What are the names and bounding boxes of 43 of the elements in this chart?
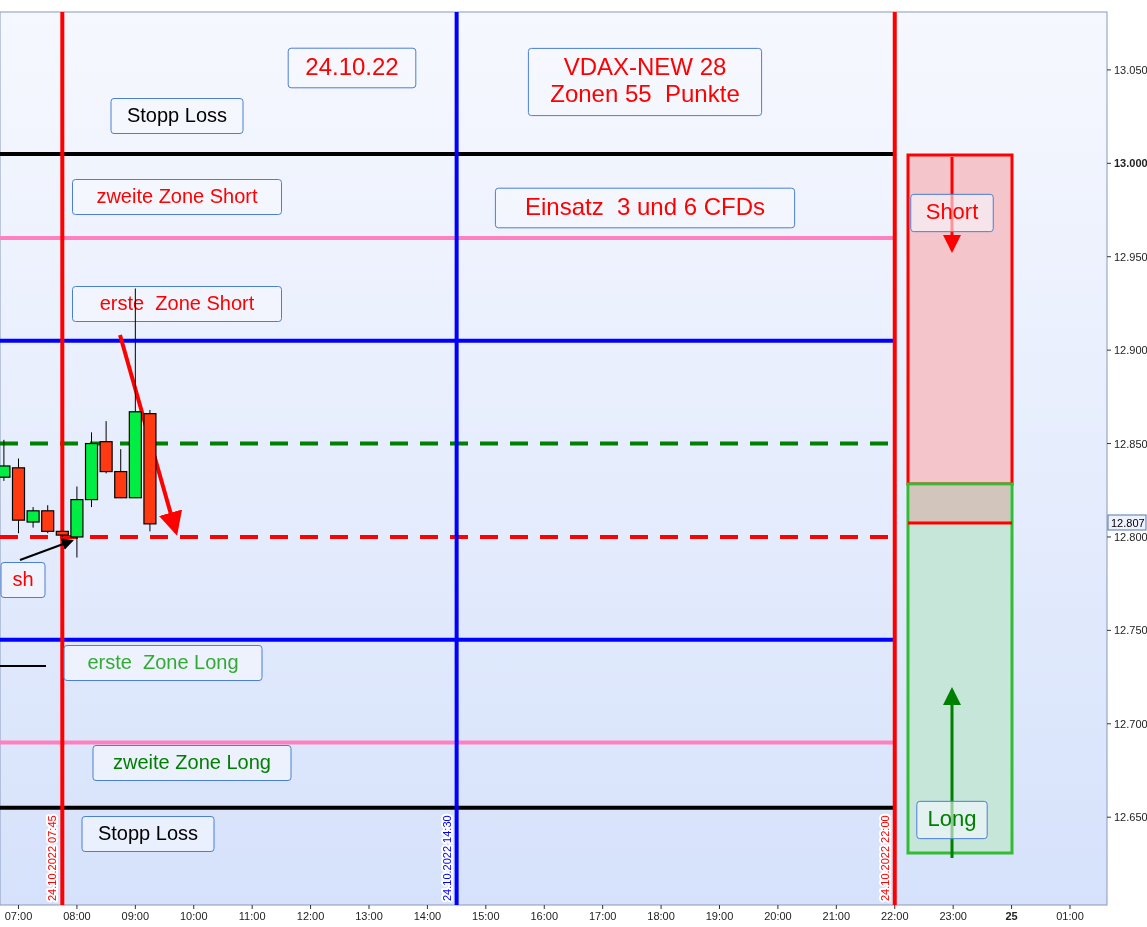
y-tick-label: 12.950 bbox=[1114, 250, 1147, 263]
x-tick-label: 12:00 bbox=[296, 910, 325, 922]
text: 12.807 bbox=[1111, 517, 1145, 529]
x-tick-label: 21:00 bbox=[822, 910, 851, 922]
y-tick-label: 12.750 bbox=[1114, 624, 1147, 637]
annotation: zweite Zone Long bbox=[113, 750, 271, 773]
annotation: Stopp Loss bbox=[126, 103, 228, 126]
x-tick-label: 20:00 bbox=[764, 910, 792, 922]
x-tick-label: 09:00 bbox=[121, 910, 150, 922]
ref-line-label: 24.10.2022 14:30 bbox=[440, 815, 453, 901]
x-tick-label: 17:00 bbox=[588, 910, 617, 922]
annotation: zweite Zone Short bbox=[96, 184, 259, 207]
y-tick-label: 13.050 bbox=[1114, 63, 1147, 76]
annotation: Short bbox=[925, 199, 979, 225]
x-tick-label: 15:00 bbox=[472, 910, 500, 922]
x-tick-label: 07:00 bbox=[4, 910, 33, 922]
annotation: 24.10.22 bbox=[305, 52, 399, 80]
annotation: sh bbox=[12, 567, 34, 590]
x-tick-label: 13:00 bbox=[355, 910, 383, 922]
annotation: Einsatz 3 und 6 CFDs bbox=[524, 192, 766, 220]
x-tick-label: 10:00 bbox=[179, 910, 208, 922]
x-tick-label: 22:00 bbox=[880, 910, 909, 922]
x-tick-label: 18:00 bbox=[647, 910, 675, 922]
y-tick-label: 12.800 bbox=[1114, 530, 1147, 543]
annotation: Stopp Loss bbox=[97, 821, 199, 844]
x-tick-label: 14:00 bbox=[413, 910, 442, 922]
x-tick-label: 19:00 bbox=[705, 910, 734, 922]
x-tick-label: 11:00 bbox=[238, 910, 266, 922]
y-tick-label: 12.900 bbox=[1114, 344, 1147, 357]
y-tick-label: 13.000 bbox=[1114, 157, 1147, 170]
x-tick-label: 01:00 bbox=[1056, 910, 1084, 922]
annotation: erste Zone Long bbox=[87, 650, 239, 673]
y-tick-label: 12.700 bbox=[1114, 717, 1147, 730]
ref-line-label: 24.10.2022 22:00 bbox=[878, 815, 891, 901]
y-tick-label: 12.650 bbox=[1114, 811, 1147, 824]
annotation: VDAX-NEW 28 Zonen 55 Punkte bbox=[550, 52, 740, 108]
x-tick-label: 08:00 bbox=[63, 910, 91, 922]
ref-line-label: 24.10.2022 07:45 bbox=[46, 815, 59, 901]
x-tick-label: 23:00 bbox=[939, 910, 967, 922]
y-tick-label: 12.850 bbox=[1114, 437, 1147, 450]
x-tick-label: 25 bbox=[1005, 910, 1018, 922]
x-tick-label: 16:00 bbox=[530, 910, 559, 922]
annotation: Long bbox=[927, 806, 977, 832]
